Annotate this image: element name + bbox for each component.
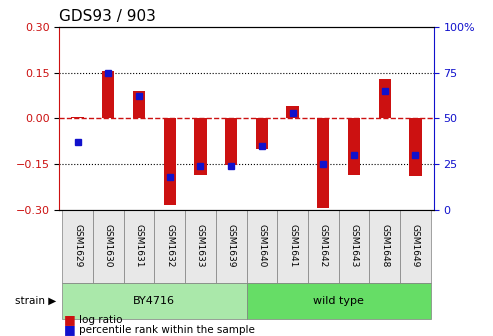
Bar (133, 91, 145, 118)
FancyBboxPatch shape (62, 283, 246, 319)
Text: log ratio: log ratio (79, 314, 122, 325)
FancyBboxPatch shape (369, 210, 400, 283)
Text: GSM1629: GSM1629 (73, 224, 82, 268)
FancyBboxPatch shape (124, 210, 154, 283)
Text: GSM1633: GSM1633 (196, 224, 205, 268)
Bar (256, 118, 268, 149)
Text: GSM1639: GSM1639 (227, 224, 236, 268)
FancyBboxPatch shape (277, 210, 308, 283)
Bar (379, 79, 391, 118)
FancyBboxPatch shape (308, 210, 339, 283)
Bar (317, 118, 329, 208)
Text: GSM1641: GSM1641 (288, 224, 297, 268)
Text: GSM1632: GSM1632 (165, 224, 174, 268)
Bar (409, 118, 422, 176)
FancyBboxPatch shape (62, 210, 93, 283)
FancyBboxPatch shape (246, 210, 277, 283)
Bar (348, 118, 360, 175)
Bar (71, 117, 84, 118)
Bar (225, 118, 237, 165)
Bar (164, 118, 176, 205)
FancyBboxPatch shape (93, 210, 124, 283)
Bar (286, 106, 299, 118)
Text: BY4716: BY4716 (134, 296, 176, 306)
Bar (102, 71, 114, 118)
Text: GSM1640: GSM1640 (257, 224, 266, 268)
FancyBboxPatch shape (154, 210, 185, 283)
Text: wild type: wild type (313, 296, 364, 306)
FancyBboxPatch shape (185, 210, 216, 283)
FancyBboxPatch shape (339, 210, 369, 283)
Text: GSM1643: GSM1643 (350, 224, 358, 268)
Text: strain ▶: strain ▶ (15, 296, 56, 306)
Text: GSM1630: GSM1630 (104, 224, 113, 268)
Text: GSM1642: GSM1642 (319, 224, 328, 268)
Text: GDS93 / 903: GDS93 / 903 (59, 9, 156, 24)
FancyBboxPatch shape (400, 210, 431, 283)
Text: ■: ■ (64, 312, 76, 326)
Text: percentile rank within the sample: percentile rank within the sample (79, 325, 255, 335)
Bar (194, 118, 207, 175)
Text: ■: ■ (64, 323, 76, 336)
Text: GSM1649: GSM1649 (411, 224, 420, 268)
FancyBboxPatch shape (246, 283, 431, 319)
Text: GSM1648: GSM1648 (380, 224, 389, 268)
FancyBboxPatch shape (216, 210, 246, 283)
Text: GSM1631: GSM1631 (135, 224, 143, 268)
